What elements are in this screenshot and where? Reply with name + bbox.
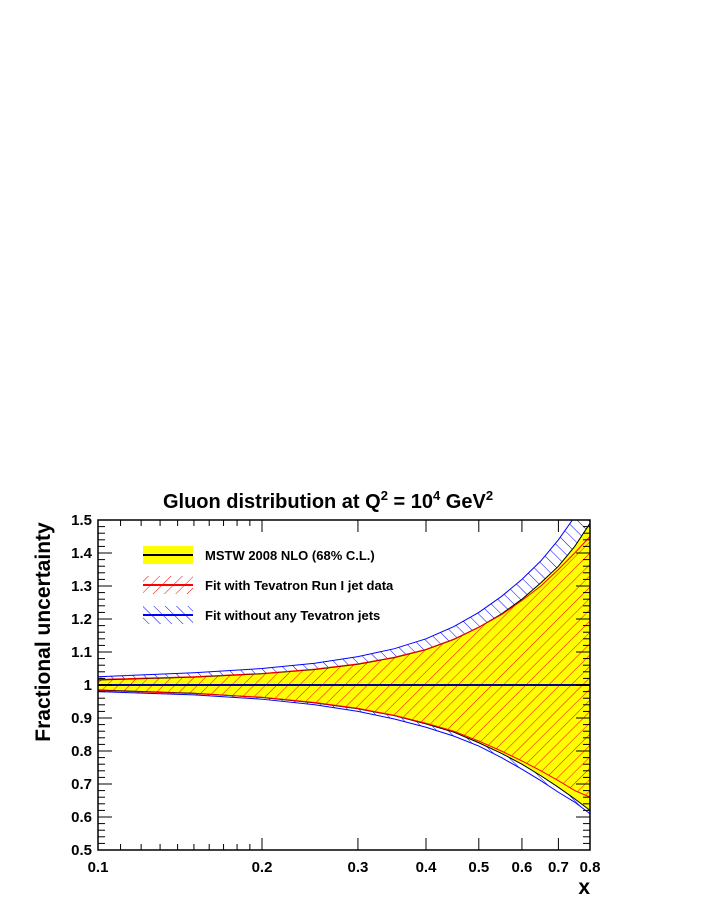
y-tick-label: 1.2 xyxy=(71,611,92,628)
y-tick-label: 0.5 xyxy=(71,842,92,859)
y-tick-label: 1.1 xyxy=(71,644,92,661)
y-tick-label: 1.4 xyxy=(71,545,93,562)
plot-frame xyxy=(97,519,591,851)
x-tick-label: 0.6 xyxy=(512,859,533,876)
uncertainty-bands xyxy=(98,520,590,815)
legend: MSTW 2008 NLO (68% C.L.) Fit with Tevatro… xyxy=(143,546,394,624)
y-tick-label: 1.3 xyxy=(71,578,92,595)
band-1-lower-edge xyxy=(98,690,590,798)
y-tick-label: 1 xyxy=(84,677,92,694)
x-tick-label: 0.5 xyxy=(468,859,489,876)
y-tick-label: 0.6 xyxy=(71,809,92,826)
x-axis-title: x xyxy=(578,876,590,899)
chart-title: Gluon distribution at Q2 = 104 GeV2 xyxy=(163,488,493,513)
band-2-upper-edge xyxy=(98,520,574,678)
tick-labels: 0.5 0.6 0.7 0.8 0.9 1 1.1 1.2 1.3 1.4 1.5 0.1 0.2 0.3… xyxy=(71,512,600,876)
legend-label: Fit with Tevatron Run I jet data xyxy=(205,578,394,593)
x-tick-label: 0.1 xyxy=(88,859,109,876)
band-1 xyxy=(98,536,590,798)
band-1-upper-edge xyxy=(98,536,590,680)
y-tick-label: 0.8 xyxy=(71,743,92,760)
x-tick-label: 0.3 xyxy=(348,859,369,876)
x-tick-label: 0.2 xyxy=(252,859,273,876)
band-2-lower-edge xyxy=(98,691,590,815)
y-tick-label: 0.9 xyxy=(71,710,92,727)
x-tick-label: 0.4 xyxy=(416,859,438,876)
y-axis-title: Fractional uncertainty xyxy=(32,522,55,742)
y-tick-label: 0.7 xyxy=(71,776,92,793)
legend-label: Fit without any Tevatron jets xyxy=(205,608,380,623)
legend-label: MSTW 2008 NLO (68% C.L.) xyxy=(205,548,375,563)
y-tick-label: 1.5 xyxy=(71,512,92,529)
x-tick-label: 0.7 xyxy=(548,859,569,876)
x-tick-label: 0.8 xyxy=(580,859,601,876)
